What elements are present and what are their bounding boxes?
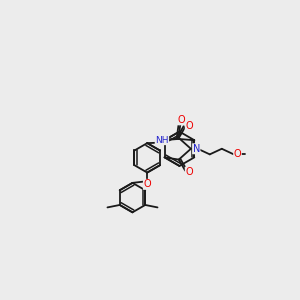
Text: O: O xyxy=(185,167,193,177)
Text: O: O xyxy=(177,115,185,125)
Text: O: O xyxy=(185,121,193,131)
Text: NH: NH xyxy=(155,136,169,145)
Text: O: O xyxy=(143,179,151,189)
Text: O: O xyxy=(234,149,241,159)
Text: N: N xyxy=(193,144,200,154)
